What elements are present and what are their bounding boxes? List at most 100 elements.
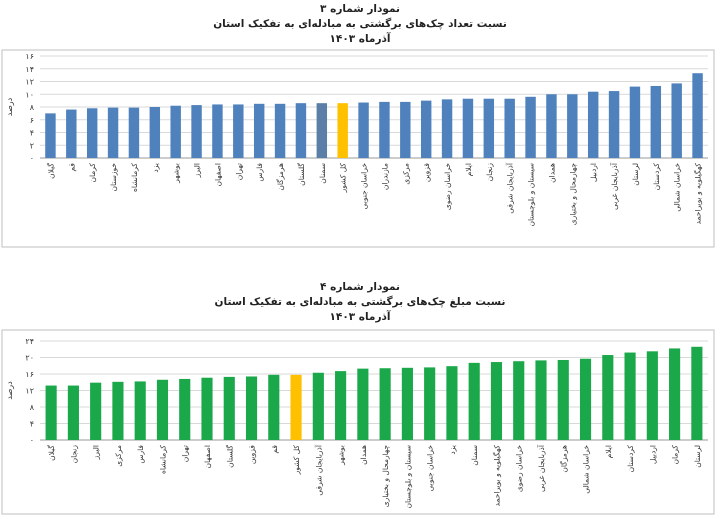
chart2-bar [379, 368, 391, 440]
chart1-bar [212, 104, 223, 158]
chart1-bar [86, 108, 98, 158]
chart1-category-label: لرستان [631, 163, 640, 186]
chart1-category-label: مازندران [380, 163, 389, 190]
chart1-bar [66, 109, 77, 158]
chart2-bar [401, 367, 413, 440]
chart2-category-label: هرمزگان [559, 445, 568, 473]
chart1-category-label: تهران [234, 163, 243, 180]
chart2-ytick-label: ۸ [30, 403, 35, 412]
chart1-bar [107, 107, 119, 158]
chart1-category-label: همدان [547, 163, 556, 183]
chart2-bar [90, 382, 102, 440]
chart1-bar [441, 99, 453, 158]
chart1-bar [274, 103, 286, 158]
chart1-category-label: کردستان [652, 163, 661, 191]
chart2-bar [112, 381, 124, 440]
chart1-ytick-label: ۱۰ [25, 90, 34, 99]
chart2-bar [490, 362, 503, 440]
chart2-bar [424, 367, 436, 440]
chart1-bar [587, 91, 599, 158]
chart1-category-label: خراسان رضوی [443, 163, 452, 210]
chart1-bar [567, 94, 578, 158]
chart1-bar [692, 73, 703, 158]
chart2-bar [646, 351, 658, 440]
chart2-category-label: یزد [448, 445, 457, 455]
chart2-bar [579, 358, 592, 440]
chart1-category-label: اصفهان [213, 163, 222, 187]
chart2-bar [691, 346, 703, 440]
chart1-category-label: آذربایجان شرقی [505, 162, 515, 214]
chart2-ytick-label: ۰ [30, 436, 34, 445]
chart2-bar [45, 385, 57, 440]
chart2-category-label: آذربایجان شرقی [313, 444, 323, 496]
chart1-bar [671, 83, 682, 158]
chart2-category-label: ایلام [604, 445, 613, 458]
chart1-category-label: سیستان و بلوچستان [527, 163, 536, 227]
chart1-ytick-label: ۱۶ [25, 52, 34, 61]
chart2-bar [268, 374, 280, 440]
chart1-category-label: چهارمحال و بختیاری [568, 163, 577, 226]
chart2-category-label: قم [270, 445, 279, 454]
chart1-period: آذرماه ۱۴۰۳ [329, 33, 391, 45]
chart1-ytick-label: ۱۴ [25, 65, 34, 74]
chart2-bar [156, 379, 169, 440]
chart1-bar [233, 104, 244, 158]
chart2-category-label: قزوین [248, 445, 257, 465]
chart2-category-label: تهران [181, 445, 190, 462]
chart1-bar [483, 98, 495, 158]
chart1-category-label: کرمانشاه [130, 163, 139, 192]
chart1-bar [191, 105, 202, 158]
chart2-category-label: همدان [359, 445, 368, 465]
chart1-bar [149, 107, 161, 158]
chart2-ytick-label: ۲۰ [25, 354, 34, 363]
chart2-category-label: کردستان [626, 445, 635, 473]
chart1-category-label: کرمان [88, 163, 97, 183]
chart2-bar [468, 362, 480, 440]
chart1-category-label: آذربایجان غربی [609, 162, 619, 210]
chart2-category-label: کرمان [671, 445, 680, 465]
chart1-category-label: ایلام [464, 163, 473, 176]
chart2-frame [1, 329, 715, 515]
chart2-bar [201, 377, 213, 440]
chart1-plot: ۰ ۲ ۴ ۶ ۸ ۱۰ ۱۲ ۱۴ ۱۶ درصد گیلان قم کرمان خوزستان کرما… [1, 49, 715, 248]
chart2-bar [357, 368, 369, 440]
chart1-bar [650, 85, 662, 158]
chart1-title: نمودار شماره ۳ [320, 3, 400, 15]
chart1-frame [1, 49, 715, 248]
chart1-y-axis-label: درصد [5, 97, 14, 116]
chart2-ytick-label: ۱۲ [25, 387, 34, 396]
chart1-category-label: هرمزگان [276, 163, 285, 191]
chart2-bar [223, 376, 235, 440]
chart2-category-label: زنجان [69, 445, 78, 464]
chart2-category-label: اصفهان [203, 445, 212, 469]
chart1-bar [316, 103, 328, 158]
chart2-bar [602, 355, 614, 440]
chart2-bar [290, 374, 302, 440]
chart2-category-label: خراسان جنوبی [426, 445, 435, 492]
chart1-category-label: سمنان [318, 163, 327, 184]
chart2-category-label: لرستان [693, 445, 702, 468]
chart2-title: نمودار شماره ۴ [320, 281, 400, 293]
chart2-category-label: کهگیلویه و بویراحمد [492, 445, 501, 507]
chart1-category-label: یزد [151, 163, 160, 173]
chart1-category-label: البرز [193, 163, 202, 178]
chart2-bar [557, 359, 569, 440]
chart2-ytick-label: ۲۴ [25, 337, 34, 346]
chart1-ytick-label: ۶ [30, 116, 34, 125]
chart2-category-label: البرز [92, 445, 101, 460]
chart2-category-label: بوشهر [337, 445, 346, 466]
chart2-ytick-label: ۱۶ [25, 370, 34, 379]
chart1-bar [358, 102, 369, 158]
chart1-ytick-label: ۰ [30, 154, 34, 163]
chart1-bar [525, 96, 536, 158]
chart2-y-axis-label: درصد [5, 381, 14, 400]
chart2-bar [446, 366, 458, 440]
chart1-bar [400, 101, 411, 158]
chart1-bar [546, 94, 557, 158]
chart1-bar [420, 100, 432, 158]
chart2-category-label: گیلان [47, 445, 56, 461]
chart2-category-label: سمنان [470, 445, 479, 466]
chart1-category-label: خراسان جنوبی [360, 163, 369, 210]
chart2-bar [335, 371, 347, 440]
